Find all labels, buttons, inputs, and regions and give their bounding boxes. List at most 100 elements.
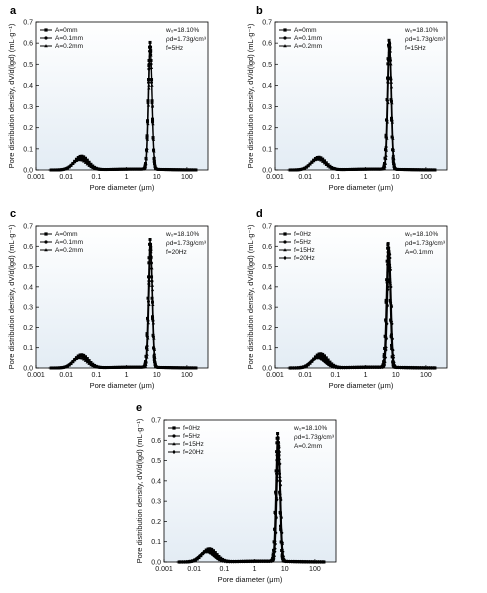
legend-label: A=0.2mm bbox=[55, 43, 83, 50]
data-point bbox=[80, 154, 84, 158]
data-point bbox=[145, 137, 150, 141]
data-point bbox=[74, 357, 79, 361]
data-point bbox=[255, 559, 259, 564]
legend-label: f=15Hz bbox=[183, 441, 204, 448]
legend-label: A=0.1mm bbox=[55, 35, 83, 42]
data-point bbox=[302, 364, 307, 369]
panel-letter: c bbox=[10, 208, 16, 220]
data-point bbox=[286, 559, 290, 564]
data-point bbox=[80, 356, 84, 360]
data-point bbox=[210, 552, 214, 556]
data-point bbox=[382, 362, 387, 367]
annotation-condition: A=0.1mm bbox=[405, 249, 433, 256]
data-point bbox=[375, 365, 379, 370]
data-point bbox=[91, 166, 95, 170]
data-point bbox=[69, 163, 73, 167]
chart-panel-b: b 0.001 0.01 0.1 1 10 100 0.0 0.1 0.2 0.3 0.4 0.5 0.6… bbox=[246, 5, 448, 192]
data-point bbox=[272, 556, 276, 561]
data-point bbox=[275, 450, 279, 454]
data-point bbox=[369, 365, 374, 370]
legend-label: f=20Hz bbox=[294, 255, 315, 262]
x-axis-label: Pore diameter (μm) bbox=[329, 183, 394, 192]
x-tick-label: 100 bbox=[181, 174, 193, 181]
data-point bbox=[383, 164, 387, 168]
data-point bbox=[390, 321, 394, 326]
data-point bbox=[299, 365, 303, 370]
legend-marker bbox=[283, 44, 287, 48]
data-point bbox=[277, 450, 282, 454]
data-point bbox=[89, 162, 93, 166]
data-point bbox=[391, 348, 395, 353]
data-point bbox=[67, 362, 71, 366]
data-point bbox=[273, 546, 277, 551]
data-point bbox=[276, 436, 280, 440]
data-point bbox=[384, 318, 388, 322]
data-point bbox=[306, 361, 310, 366]
data-point bbox=[392, 360, 396, 365]
x-tick-label: 100 bbox=[420, 174, 432, 181]
data-point bbox=[146, 103, 151, 107]
data-point bbox=[279, 515, 284, 520]
data-point bbox=[231, 559, 236, 564]
x-tick-label: 0.001 bbox=[266, 174, 284, 181]
data-point bbox=[67, 164, 71, 168]
data-point bbox=[386, 57, 390, 61]
data-point bbox=[281, 549, 285, 554]
x-tick-label: 0.1 bbox=[219, 566, 229, 573]
data-point bbox=[151, 321, 156, 325]
data-point bbox=[144, 362, 148, 366]
legend-label: f=5Hz bbox=[183, 433, 200, 440]
data-point bbox=[233, 559, 237, 564]
data-point bbox=[152, 155, 156, 159]
data-point bbox=[391, 355, 396, 360]
data-point bbox=[326, 358, 330, 362]
data-point bbox=[274, 515, 279, 520]
y-tick-label: 0.0 bbox=[262, 366, 272, 373]
data-point bbox=[146, 296, 150, 300]
data-point bbox=[388, 49, 393, 53]
chart-panel-c: c 0.001 0.01 0.1 1 10 100 0.0 0.1 0.2 0.3 0.4 0.5 0.6… bbox=[7, 208, 209, 390]
data-point bbox=[147, 283, 152, 287]
data-point bbox=[85, 360, 89, 364]
y-tick-label: 0.2 bbox=[151, 519, 161, 526]
legend-marker bbox=[44, 44, 48, 48]
data-point bbox=[275, 478, 280, 483]
data-point bbox=[193, 557, 198, 562]
data-point bbox=[391, 148, 396, 152]
data-point bbox=[392, 162, 397, 166]
panel-letter: e bbox=[136, 402, 142, 414]
data-point bbox=[342, 365, 347, 370]
x-tick-label: 1 bbox=[364, 174, 368, 181]
y-tick-label: 0.1 bbox=[262, 345, 272, 352]
data-point bbox=[251, 559, 255, 564]
data-point bbox=[273, 542, 278, 546]
annotation-dry-density: ρd=1.73g/cm³ bbox=[166, 36, 207, 43]
data-point bbox=[321, 159, 325, 163]
y-tick-label: 0.3 bbox=[23, 305, 33, 312]
x-tick-label: 0.01 bbox=[187, 566, 201, 573]
data-point bbox=[65, 165, 70, 169]
legend-label: A=0mm bbox=[55, 27, 78, 34]
y-tick-label: 0.5 bbox=[262, 62, 272, 69]
plot-frame bbox=[274, 225, 448, 369]
plot-background bbox=[36, 226, 208, 368]
data-point bbox=[385, 136, 389, 140]
data-point bbox=[390, 120, 395, 124]
y-tick-label: 0.0 bbox=[262, 168, 272, 175]
data-point bbox=[145, 149, 149, 153]
x-tick-label: 0.01 bbox=[59, 372, 73, 379]
y-tick-label: 0.4 bbox=[262, 83, 272, 90]
data-point bbox=[387, 38, 391, 42]
data-point bbox=[344, 365, 348, 370]
data-point bbox=[258, 559, 263, 564]
y-tick-label: 0.1 bbox=[151, 539, 161, 546]
y-tick-label: 0.3 bbox=[262, 104, 272, 111]
data-point bbox=[386, 284, 390, 289]
data-point bbox=[346, 365, 350, 370]
data-point bbox=[242, 559, 246, 564]
data-point bbox=[149, 254, 154, 258]
legend-marker bbox=[44, 232, 48, 236]
data-point bbox=[311, 159, 316, 163]
data-point bbox=[386, 287, 390, 292]
